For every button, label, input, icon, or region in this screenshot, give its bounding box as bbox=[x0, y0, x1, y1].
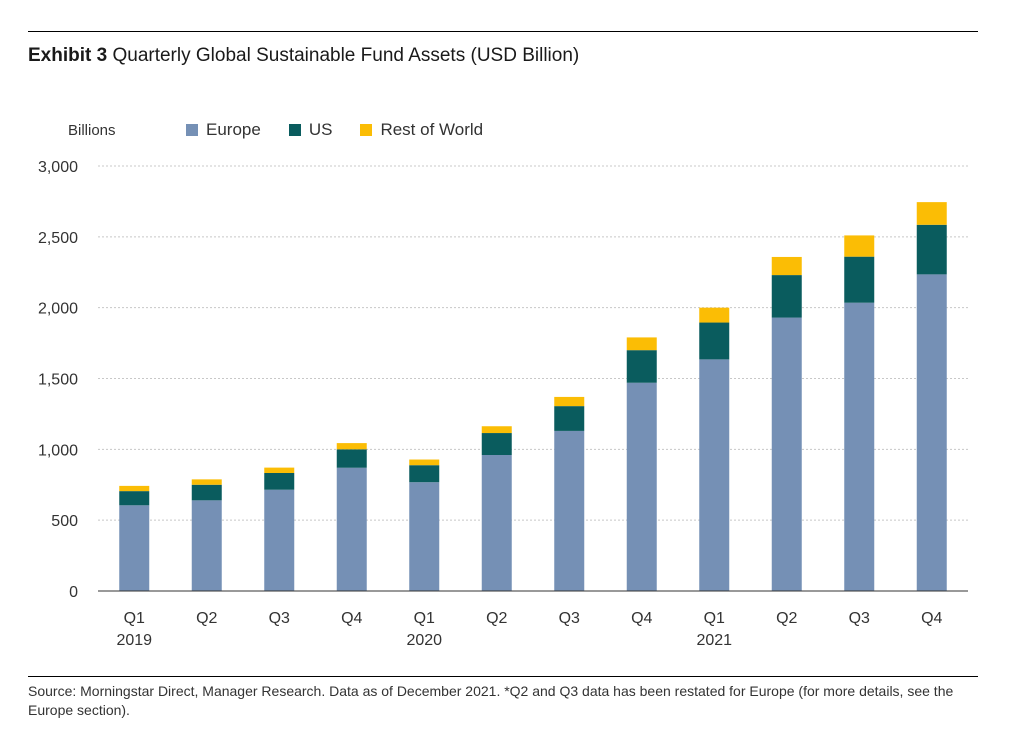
bottom-rule bbox=[28, 676, 978, 677]
exhibit-label: Exhibit 3 bbox=[28, 45, 108, 66]
bar-europe bbox=[336, 467, 367, 591]
bar-rest-of-world bbox=[626, 337, 657, 351]
legend-swatch-us bbox=[288, 124, 301, 136]
bar-us bbox=[409, 465, 440, 483]
bar-europe bbox=[771, 317, 802, 591]
bar-us bbox=[771, 275, 802, 318]
bar-europe bbox=[554, 430, 585, 591]
title-text: Quarterly Global Sustainable Fund Assets… bbox=[112, 45, 580, 66]
bar-europe bbox=[626, 382, 657, 591]
top-rule bbox=[28, 31, 978, 32]
legend-item-europe: Europe bbox=[186, 120, 261, 140]
legend-label-us: US bbox=[308, 120, 333, 139]
bar-us bbox=[191, 484, 222, 501]
y-tick-label: 2,500 bbox=[38, 230, 78, 247]
bar-rest-of-world bbox=[916, 202, 947, 225]
bar-us bbox=[626, 350, 657, 383]
y-tick-label: 0 bbox=[69, 584, 78, 601]
x-tick-label: Q2 bbox=[196, 610, 217, 627]
bar-us bbox=[336, 449, 367, 468]
bar-us bbox=[119, 491, 150, 506]
x-tick-label: Q3 bbox=[849, 610, 870, 627]
y-tick-label: 500 bbox=[51, 513, 78, 530]
bar-rest-of-world bbox=[409, 459, 440, 466]
bar-europe bbox=[191, 500, 222, 591]
chart-title: Exhibit 3 Quarterly Global Sustainable F… bbox=[28, 45, 579, 67]
x-tick-label: Q1 bbox=[704, 610, 725, 627]
x-tick-label: Q3 bbox=[269, 610, 290, 627]
bar-rest-of-world bbox=[264, 467, 295, 473]
legend-label-rest-of-world: Rest of World bbox=[380, 120, 484, 139]
bar-rest-of-world bbox=[771, 256, 802, 276]
bar-rest-of-world bbox=[844, 235, 875, 257]
y-tick-label: 3,000 bbox=[38, 159, 78, 176]
x-tick-year-label: 2019 bbox=[116, 632, 152, 649]
legend-label-europe: Europe bbox=[206, 120, 261, 139]
bar-rest-of-world bbox=[699, 307, 730, 323]
bar-rest-of-world bbox=[481, 426, 512, 434]
y-axis-unit-label: Billions bbox=[68, 122, 116, 139]
x-tick-label: Q1 bbox=[124, 610, 145, 627]
bar-europe bbox=[916, 274, 947, 591]
bar-rest-of-world bbox=[119, 485, 150, 492]
bar-rest-of-world bbox=[554, 396, 585, 407]
bar-europe bbox=[264, 489, 295, 591]
x-tick-label: Q3 bbox=[559, 610, 580, 627]
legend: Europe US Rest of World bbox=[186, 120, 483, 140]
legend-item-us: US bbox=[288, 120, 333, 140]
bar-rest-of-world bbox=[191, 479, 222, 485]
bar-us bbox=[916, 224, 947, 275]
bar-rest-of-world bbox=[336, 443, 367, 450]
bar-europe bbox=[844, 302, 875, 591]
bar-europe bbox=[119, 505, 150, 591]
y-tick-label: 1,500 bbox=[38, 372, 78, 389]
legend-swatch-rest-of-world bbox=[360, 124, 373, 136]
bar-europe bbox=[699, 359, 730, 591]
x-tick-label: Q1 bbox=[414, 610, 435, 627]
x-tick-label: Q2 bbox=[776, 610, 797, 627]
x-tick-label: Q4 bbox=[631, 610, 652, 627]
bar-europe bbox=[409, 482, 440, 591]
legend-item-rest-of-world: Rest of World bbox=[360, 120, 483, 140]
bar-europe bbox=[481, 455, 512, 591]
x-tick-label: Q4 bbox=[341, 610, 362, 627]
x-tick-label: Q4 bbox=[921, 610, 942, 627]
x-tick-year-label: 2021 bbox=[696, 632, 732, 649]
bar-us bbox=[844, 256, 875, 303]
legend-swatch-europe bbox=[186, 124, 198, 136]
x-tick-year-label: 2020 bbox=[406, 632, 442, 649]
source-note: Source: Morningstar Direct, Manager Rese… bbox=[28, 683, 954, 718]
y-tick-label: 1,000 bbox=[38, 442, 78, 459]
bar-us bbox=[554, 406, 585, 431]
x-tick-label: Q2 bbox=[486, 610, 507, 627]
y-tick-label: 2,000 bbox=[38, 301, 78, 318]
bar-us bbox=[264, 472, 295, 490]
bar-us bbox=[699, 322, 730, 360]
bar-us bbox=[481, 433, 512, 455]
